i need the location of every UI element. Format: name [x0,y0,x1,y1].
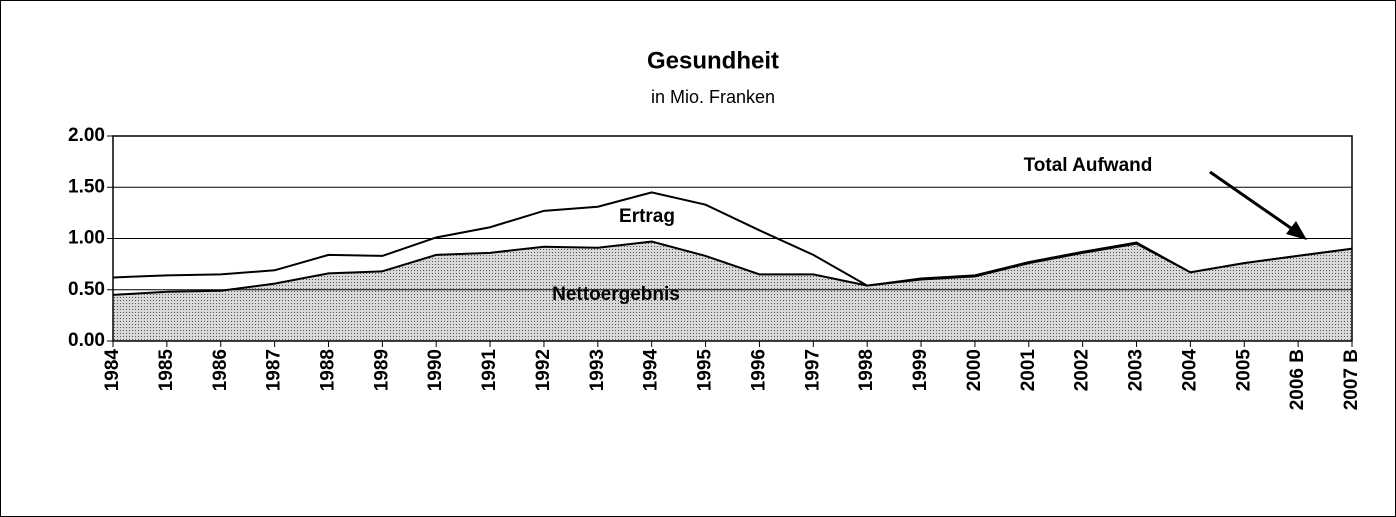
x-tick-label: 2003 [1126,349,1147,391]
chart-title: Gesundheit [647,47,779,74]
x-tick-label: 2000 [964,349,985,391]
x-tick-label: 1988 [317,349,338,391]
x-tick-label: 1999 [910,349,931,391]
series-label: Total Aufwand [1024,155,1153,176]
x-tick-label: 1986 [210,349,231,391]
arrow-head [1286,221,1307,240]
x-tick-label: 1991 [479,349,500,392]
x-tick-label: 1990 [425,349,446,391]
arrow [1209,170,1299,235]
x-tick-label: 2001 [1018,349,1039,392]
x-tick-label: 1993 [587,349,608,391]
y-tick-label: 1.00 [68,228,105,249]
plot-border [112,135,1353,342]
y-tick-label: 2.00 [68,125,105,146]
x-tick-label: 1997 [802,349,823,391]
x-tick-label: 2007 B [1341,349,1362,410]
x-tick-label: 1989 [371,349,392,391]
x-tick-label: 1998 [856,349,877,391]
chart-subtitle: in Mio. Franken [651,87,775,107]
x-tick-label: 1985 [156,349,177,392]
area-line [112,240,1353,296]
x-tick-label: 2006 B [1287,349,1308,410]
y-tick-label: 1.50 [68,176,105,197]
x-tick-label: 1996 [748,349,769,391]
x-tick-label: 1992 [533,349,554,391]
annotation: Ertrag [619,206,675,227]
x-tick-label: 1987 [264,349,285,391]
y-tick-label: 0.50 [68,279,105,300]
x-tick-label: 1994 [641,349,662,392]
x-tick-label: 2002 [1072,349,1093,391]
x-tick-label: 2005 [1233,349,1254,392]
area [113,241,1352,341]
x-tick-label: 2004 [1179,349,1200,392]
series-label: Nettoergebnis [552,284,680,305]
x-tick-label: 1995 [695,349,716,392]
x-tick-label: 1984 [102,349,123,392]
y-tick-label: 0.00 [68,330,105,351]
